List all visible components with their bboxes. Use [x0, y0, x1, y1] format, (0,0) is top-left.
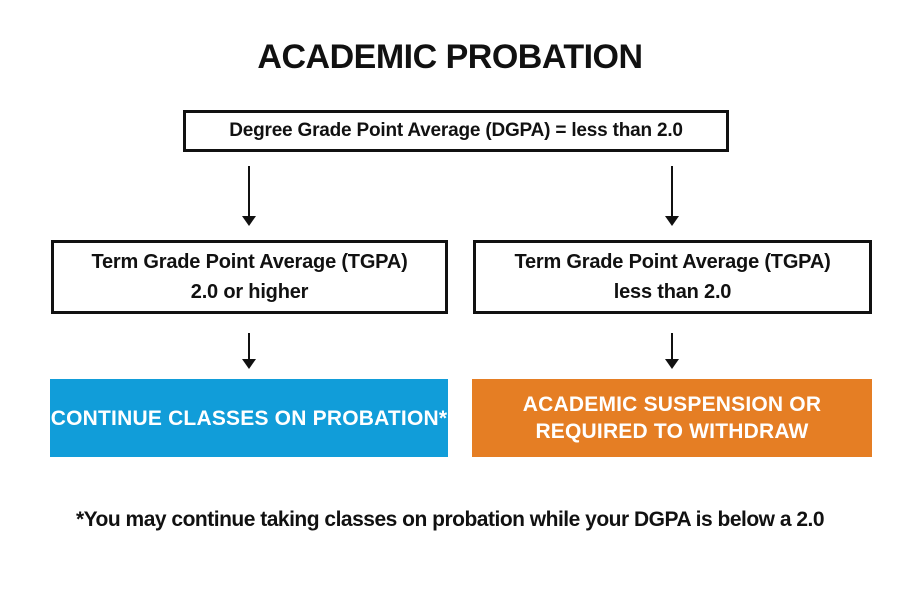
- flow-node-tgpa-lower-line1: Term Grade Point Average (TGPA): [514, 251, 831, 273]
- arrow-down-icon: [242, 333, 256, 369]
- arrow-head: [665, 359, 679, 369]
- flow-node-outcome-suspension-line2: REQUIRED TO WITHDRAW: [535, 420, 809, 443]
- flow-node-tgpa-lower-line2: less than 2.0: [613, 281, 732, 303]
- arrow-down-icon: [242, 166, 256, 226]
- flow-node-dgpa-label: Degree Grade Point Average (DGPA) = less…: [229, 120, 683, 141]
- arrow-shaft: [671, 333, 673, 359]
- arrow-down-icon: [665, 166, 679, 226]
- arrow-down-icon: [665, 333, 679, 369]
- flow-node-tgpa-lower: Term Grade Point Average (TGPA) less tha…: [473, 240, 872, 314]
- flow-node-dgpa: Degree Grade Point Average (DGPA) = less…: [183, 110, 729, 152]
- flow-node-tgpa-higher-line2: 2.0 or higher: [190, 281, 309, 303]
- arrow-head: [242, 216, 256, 226]
- flow-node-outcome-suspension-line1: ACADEMIC SUSPENSION OR: [522, 393, 822, 416]
- arrow-shaft: [248, 333, 250, 359]
- page-title: ACADEMIC PROBATION: [257, 38, 643, 76]
- flow-node-tgpa-higher: Term Grade Point Average (TGPA) 2.0 or h…: [51, 240, 448, 314]
- flow-node-outcome-probation: CONTINUE CLASSES ON PROBATION*: [50, 379, 448, 457]
- arrow-head: [242, 359, 256, 369]
- flow-node-outcome-probation-line1: CONTINUE CLASSES ON PROBATION*: [50, 406, 448, 430]
- flow-node-outcome-suspension: ACADEMIC SUSPENSION OR REQUIRED TO WITHD…: [472, 379, 872, 457]
- arrow-shaft: [671, 166, 673, 216]
- footnote: *You may continue taking classes on prob…: [75, 508, 825, 531]
- arrow-shaft: [248, 166, 250, 216]
- arrow-head: [665, 216, 679, 226]
- flow-node-tgpa-higher-line1: Term Grade Point Average (TGPA): [91, 251, 408, 273]
